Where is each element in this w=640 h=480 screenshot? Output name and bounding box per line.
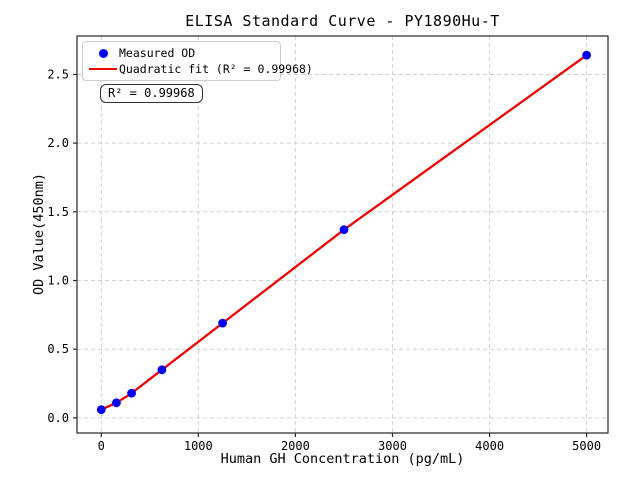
legend: Measured OD Quadratic fit (R² = 0.99968) bbox=[82, 41, 313, 81]
data-point bbox=[339, 225, 349, 235]
y-axis-label: OD Value(450nm) bbox=[31, 173, 47, 295]
x-tick-label: 3000 bbox=[378, 439, 407, 453]
y-tick-label: 2.5 bbox=[47, 68, 69, 82]
data-point bbox=[582, 50, 591, 60]
legend-item-quadratic-fit: Quadratic fit (R² = 0.99968) bbox=[87, 61, 313, 77]
data-point bbox=[218, 318, 228, 328]
y-tick-label: 1.5 bbox=[47, 205, 69, 219]
x-tick-label: 4000 bbox=[475, 439, 504, 453]
x-tick-label: 5000 bbox=[572, 439, 601, 453]
data-point bbox=[127, 388, 136, 398]
data-point bbox=[96, 405, 106, 414]
data-point bbox=[112, 398, 121, 408]
data-point bbox=[157, 365, 167, 375]
x-axis-label: Human GH Concentration (pg/mL) bbox=[220, 451, 465, 467]
y-tick-label: 2.0 bbox=[47, 136, 69, 150]
chart-title: ELISA Standard Curve - PY1890Hu-T bbox=[185, 12, 500, 30]
line-marker-icon bbox=[87, 67, 119, 71]
plot-frame bbox=[76, 35, 609, 434]
y-tick-label: 0.5 bbox=[47, 342, 69, 356]
y-tick-label: 0.0 bbox=[47, 411, 69, 425]
x-tick-label: 0 bbox=[98, 439, 105, 453]
y-tick-label: 1.0 bbox=[47, 274, 69, 288]
x-tick-label: 2000 bbox=[281, 439, 310, 453]
legend-label-measured-od: Measured OD bbox=[119, 46, 196, 60]
r-squared-annotation: R² = 0.99968 bbox=[100, 84, 203, 103]
scatter-marker-icon bbox=[87, 48, 119, 58]
x-tick-label: 1000 bbox=[184, 439, 213, 453]
legend-item-measured-od: Measured OD bbox=[87, 45, 274, 61]
legend-label-quadratic-fit: Quadratic fit (R² = 0.99968) bbox=[119, 62, 313, 76]
